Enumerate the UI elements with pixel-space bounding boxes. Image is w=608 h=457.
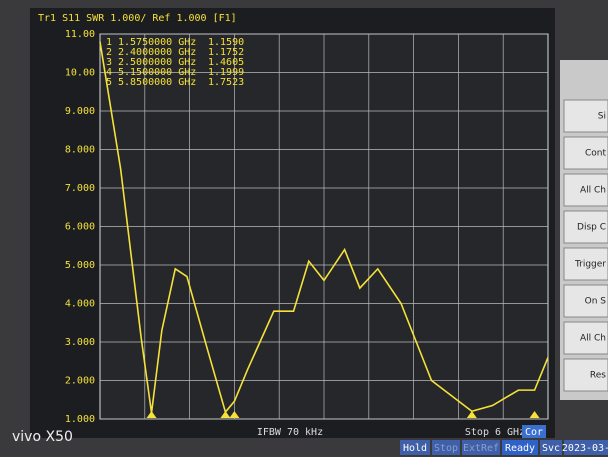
marker-value: 1.1752	[208, 47, 244, 58]
status-item: Ready	[505, 443, 535, 454]
status-box	[400, 440, 430, 455]
ifbw: IFBW 70 kHz	[257, 427, 323, 438]
cor-box	[522, 425, 546, 438]
marker-frequency: 5.1500000 GHz	[118, 67, 196, 78]
stop-frequency: Stop 6 GHz	[465, 427, 525, 438]
y-tick-label: 5.000	[65, 260, 95, 271]
status-box	[462, 440, 500, 455]
status-box	[502, 440, 538, 455]
marker-frequency: 5.8500000 GHz	[118, 77, 196, 88]
side-button-label: Res	[590, 371, 606, 381]
marker-name: 5	[106, 77, 112, 88]
y-tick-label: 9.000	[65, 106, 95, 117]
marker-triangle	[220, 411, 231, 418]
marker-value: 1.4605	[208, 57, 244, 68]
trace-header: Tr1 S11 SWR 1.000/ Ref 1.000 [F1]	[38, 13, 237, 24]
watermark: vivo X50	[12, 429, 73, 445]
side-button[interactable]	[563, 358, 608, 392]
side-button-label: On S	[585, 297, 607, 307]
side-button[interactable]	[563, 321, 608, 355]
marker-frequency: 2.4000000 GHz	[118, 47, 196, 58]
y-tick-label: 6.000	[65, 222, 95, 233]
y-tick-label: 1.000	[65, 414, 95, 425]
marker-triangle	[229, 411, 240, 418]
marker-value: 1.1590	[208, 37, 244, 48]
status-box	[540, 440, 562, 455]
cor: Cor	[525, 427, 543, 438]
marker-frequency: 2.5000000 GHz	[118, 57, 196, 68]
y-tick-label: 3.000	[65, 337, 95, 348]
status-item: Svc	[542, 443, 560, 454]
marker-triangle	[466, 411, 477, 418]
marker-value: 1.1999	[208, 67, 244, 78]
side-button-label: Cont	[585, 149, 606, 159]
side-button-label: Si	[598, 112, 606, 122]
side-button[interactable]	[563, 136, 608, 170]
marker-name: 2	[106, 47, 112, 58]
marker-value: 1.7523	[208, 77, 244, 88]
side-button[interactable]	[563, 210, 608, 244]
side-button[interactable]	[563, 284, 608, 318]
status-item: ExtRef	[463, 443, 499, 454]
y-tick-label: 2.000	[65, 376, 95, 387]
side-button-label: All Ch	[580, 186, 606, 196]
y-tick-label: 4.000	[65, 299, 95, 310]
status-box	[564, 440, 608, 455]
y-tick-label: 11.00	[65, 29, 95, 40]
marker-name: 3	[106, 57, 112, 68]
side-button[interactable]	[563, 247, 608, 281]
status-box	[432, 440, 460, 455]
side-button-label: All Ch	[580, 334, 606, 344]
marker-triangle	[146, 411, 157, 418]
marker-frequency: 1.5750000 GHz	[118, 37, 196, 48]
status-item: Hold	[403, 443, 427, 454]
marker-triangle	[529, 411, 540, 418]
side-button[interactable]	[563, 173, 608, 207]
side-button-label: Trigger	[574, 260, 606, 270]
side-button[interactable]	[563, 99, 608, 133]
marker-name: 4	[106, 67, 112, 78]
side-button-label: Disp C	[577, 223, 606, 233]
status-item: 2023-03-	[562, 443, 608, 454]
y-tick-label: 7.000	[65, 183, 95, 194]
marker-name: 1	[106, 37, 112, 48]
status-item: Stop	[434, 443, 458, 454]
y-tick-label: 8.000	[65, 145, 95, 156]
y-tick-label: 10.00	[65, 68, 95, 79]
